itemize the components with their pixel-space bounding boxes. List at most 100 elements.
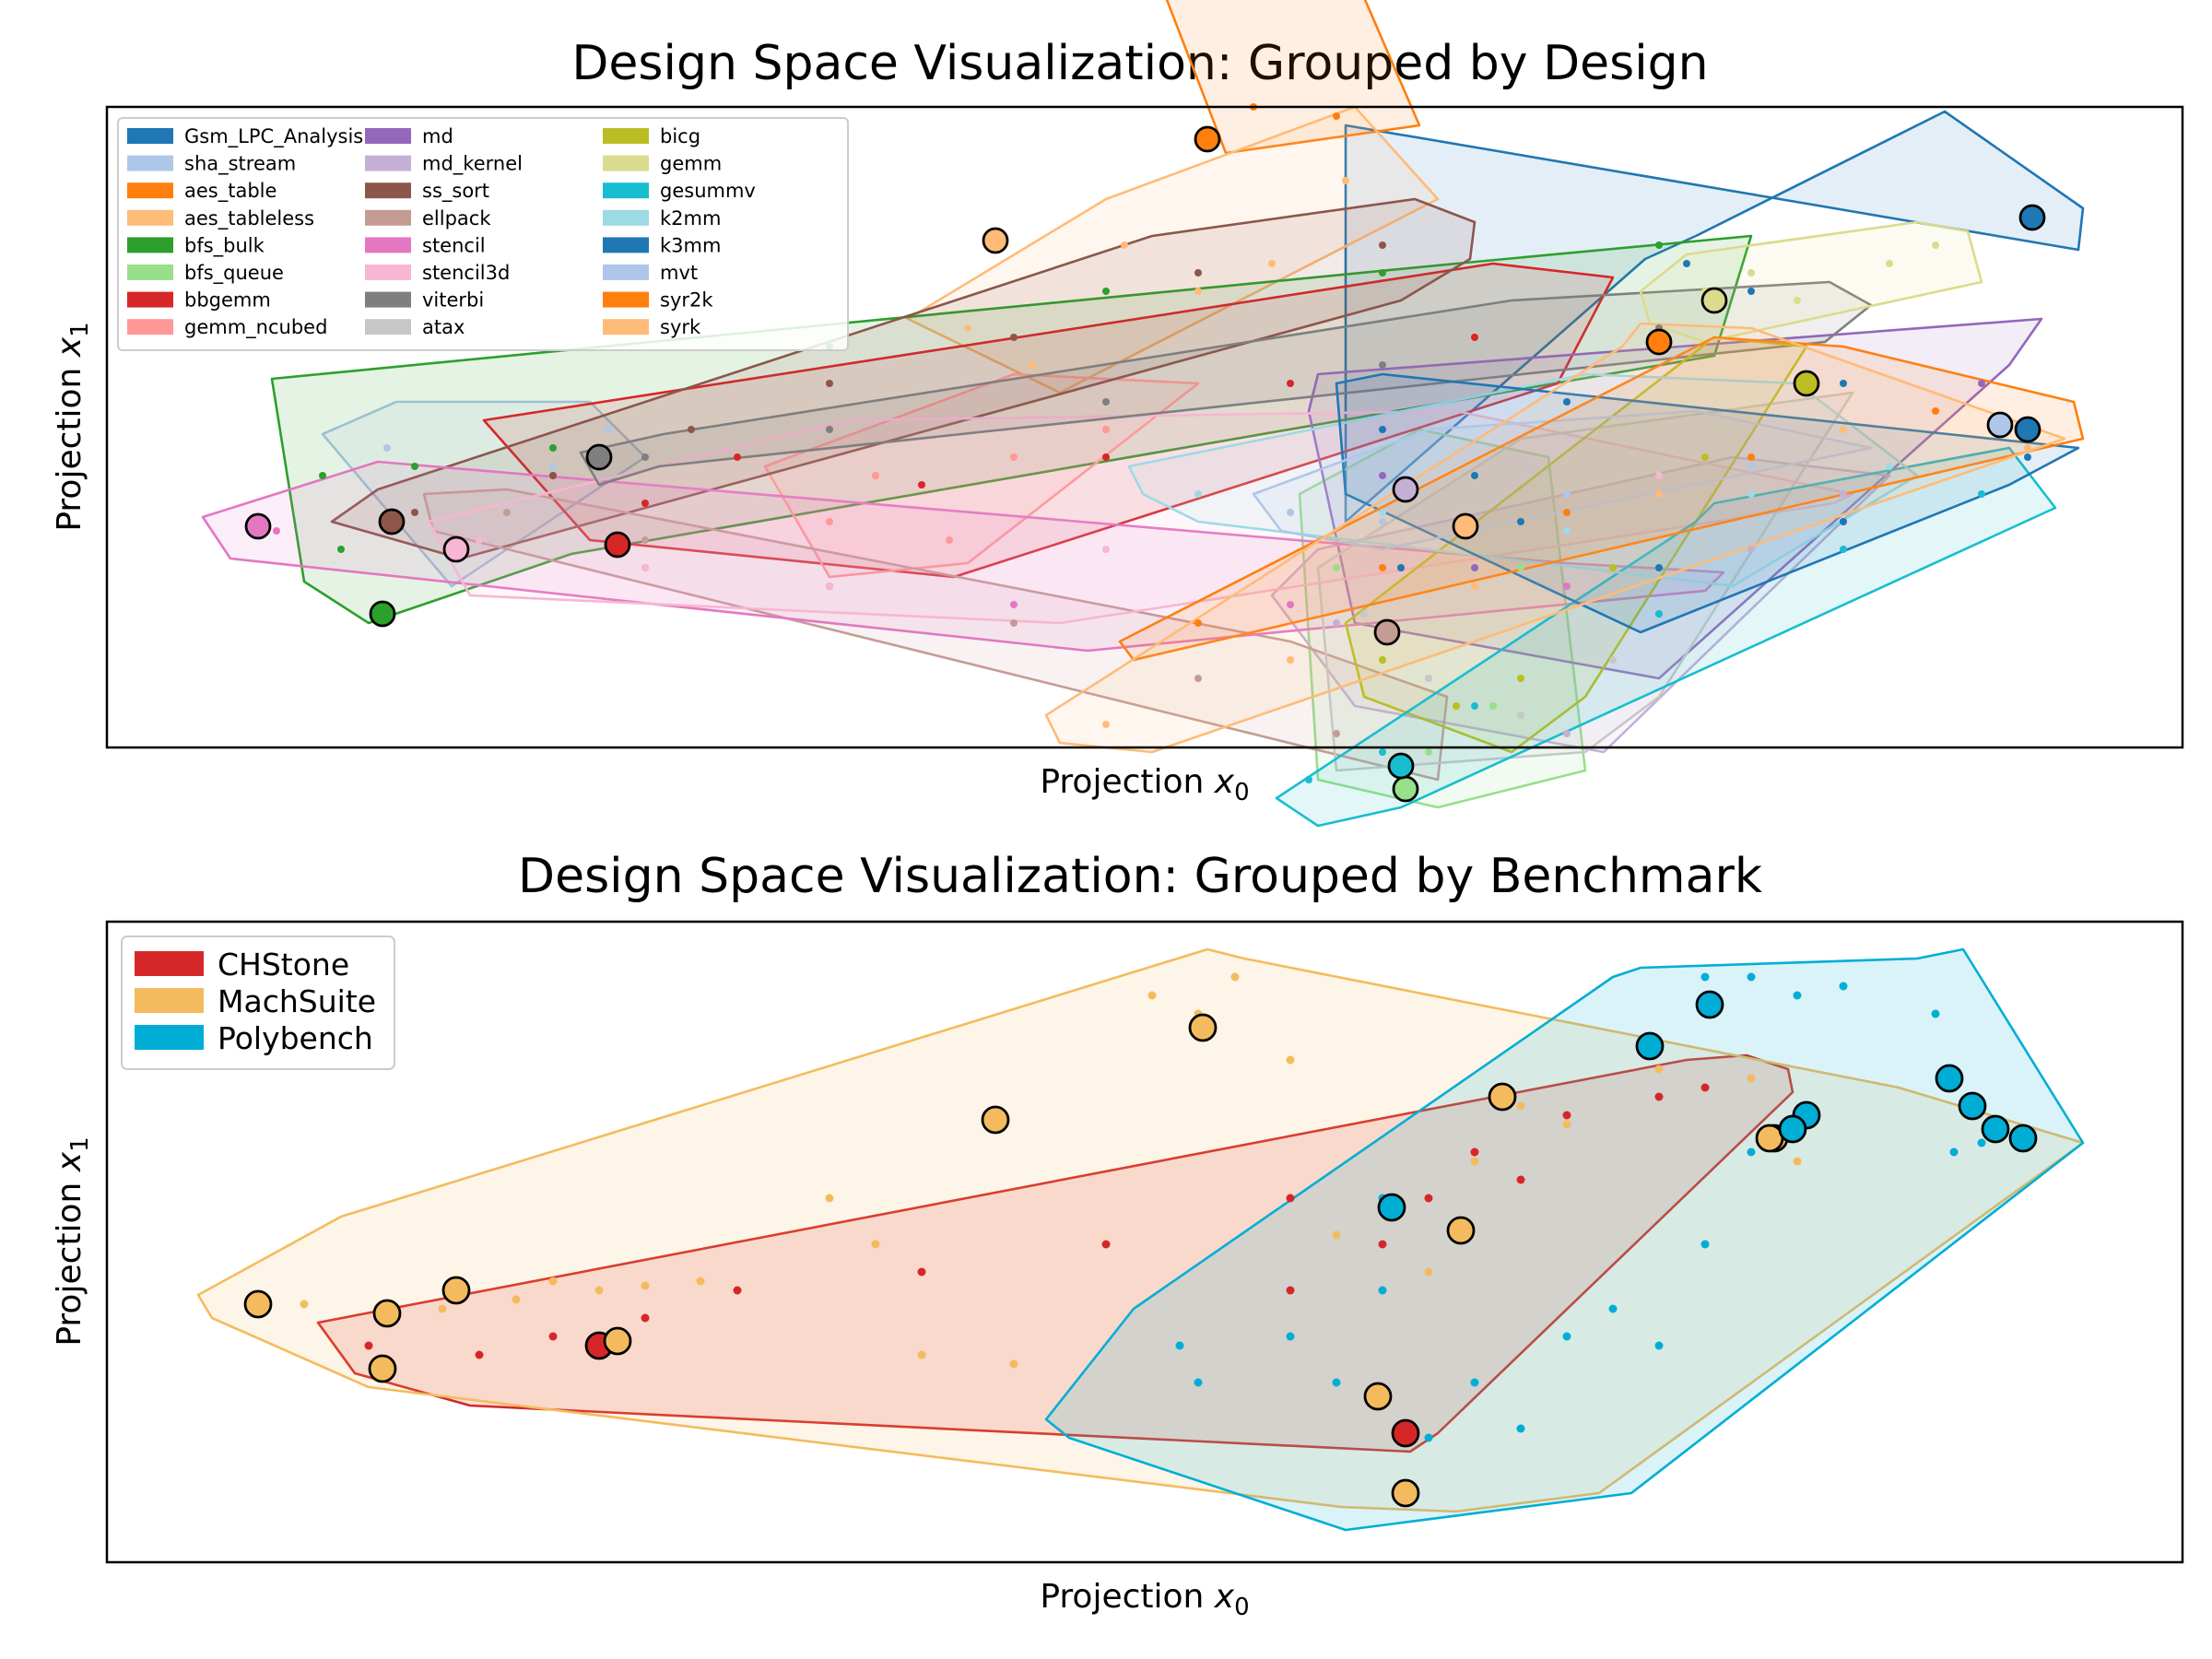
point-aes-tableless (1342, 177, 1349, 184)
point-gesummv (1655, 610, 1663, 618)
legend-label-gemm-ncubed: gemm_ncubed (184, 316, 327, 339)
legend-label-bfs-queue: bfs_queue (184, 262, 284, 285)
highlight-point-polybench (1935, 1064, 1964, 1093)
point-viterbi (1102, 398, 1110, 406)
hull-stencil3d (427, 409, 1854, 625)
legend-swatch-bfs-bulk (127, 237, 173, 253)
point-stencil (273, 527, 280, 535)
point-bbgemm (918, 481, 925, 488)
point-bfs-bulk (549, 444, 557, 452)
point-viterbi (1379, 361, 1386, 369)
point-k2mm (1747, 490, 1755, 498)
point-gemm (1932, 241, 1939, 249)
legend-swatch-polybench (135, 1025, 204, 1050)
point-k2mm (1194, 490, 1202, 498)
highlight-point-aes-table (1194, 125, 1221, 153)
highlight-point-chstone (1391, 1418, 1420, 1448)
point-aes-tableless (1029, 361, 1036, 369)
point-chstone (1101, 1240, 1111, 1249)
point-md (1379, 472, 1386, 479)
legend-swatch-gesummv (603, 182, 649, 199)
point-bicg (1609, 564, 1617, 571)
point-machsuite (1747, 1074, 1756, 1083)
highlight-point-ellpack (1373, 618, 1401, 646)
point-bfs-queue (1333, 564, 1340, 571)
legend-label-machsuite: MachSuite (218, 983, 376, 1019)
legend-label-syr2k: syr2k (660, 289, 713, 312)
legend-label-polybench: Polybench (218, 1020, 373, 1056)
hull-syrk (1044, 322, 2066, 754)
point-chstone (1286, 1286, 1295, 1295)
highlight-point-machsuite (243, 1289, 273, 1319)
point-chstone (1654, 1092, 1664, 1101)
legend-swatch-mvt (603, 265, 649, 280)
point-syr2k (1747, 453, 1755, 461)
point-ellpack (1194, 675, 1202, 682)
point-stencil3d (826, 582, 833, 590)
legend-label-md-kernel: md_kernel (422, 153, 523, 176)
point-polybench (1562, 1332, 1571, 1341)
point-gemm-ncubed (1010, 453, 1018, 461)
legend-label-bicg: bicg (660, 125, 700, 147)
chart-design: Design Space Visualization: Grouped by D… (51, 0, 2184, 828)
point-atax (1360, 610, 1368, 618)
highlight-point-polybench (1958, 1091, 1987, 1121)
hull-ss-sort (330, 197, 1477, 560)
chart-benchmark: Design Space Visualization: Grouped by B… (51, 849, 2184, 1621)
highlight-point-syr2k (1645, 328, 1673, 356)
point-polybench (1839, 982, 1848, 991)
point-syr2k (1379, 564, 1386, 571)
point-polybench (1378, 1286, 1387, 1295)
highlight-point-stencil (244, 512, 272, 540)
point-ss-sort (1010, 334, 1018, 341)
point-machsuite (1793, 1157, 1802, 1166)
legend-label-gsm-lpc-analysis: Gsm_LPC_Analysis (184, 125, 363, 148)
point-md (1471, 564, 1478, 571)
point-machsuite (300, 1300, 309, 1309)
point-bicg (1453, 702, 1460, 710)
point-chstone (733, 1286, 742, 1295)
point-machsuite (438, 1304, 447, 1313)
highlight-point-machsuite (1363, 1382, 1393, 1411)
point-chstone (548, 1332, 558, 1341)
point-bicg (1517, 675, 1524, 682)
legend-label-viterbi: viterbi (422, 289, 484, 312)
highlight-point-mvt (1986, 411, 2014, 439)
legend-swatch-bicg (603, 128, 649, 144)
legend-swatch-viterbi (365, 291, 411, 308)
highlight-point-stencil3d (442, 535, 470, 563)
point-k3mm (1655, 564, 1663, 571)
highlight-point-machsuite (441, 1276, 471, 1305)
legend-swatch-md (365, 128, 411, 144)
legend-swatch-md-kernel (365, 155, 411, 171)
highlight-point-machsuite (1446, 1216, 1476, 1245)
point-polybench (1747, 972, 1756, 982)
point-polybench (1175, 1341, 1184, 1350)
legend-label-sha-stream: sha_stream (184, 153, 296, 176)
point-syrk (1471, 582, 1478, 590)
point-aes-tableless (964, 324, 971, 332)
point-machsuite (1009, 1359, 1018, 1369)
point-polybench (1793, 991, 1802, 1000)
hull-sha-stream (321, 400, 647, 588)
point-md-kernel (1333, 619, 1340, 627)
point-md (1978, 380, 1985, 387)
legend-label-chstone: CHStone (218, 947, 349, 982)
highlight-point-gesummv (1387, 752, 1415, 780)
point-gsm-lpc-analysis (1840, 380, 1847, 387)
point-polybench (1747, 1147, 1756, 1157)
legend-label-gemm: gemm (660, 153, 722, 175)
legend-swatch-ellpack (365, 209, 411, 226)
legend-swatch-machsuite (135, 988, 204, 1013)
point-machsuite (1470, 1157, 1479, 1166)
point-machsuite (512, 1295, 521, 1304)
point-syrk (1655, 490, 1663, 498)
point-chstone (1516, 1175, 1525, 1184)
point-viterbi (826, 426, 833, 433)
point-bfs-queue (1489, 702, 1497, 710)
legend-label-aes-table: aes_table (184, 180, 276, 203)
legend-label-md: md (422, 125, 453, 147)
chart-design-legend: Gsm_LPC_Analysis sha_stream aes_table aes_t… (117, 117, 849, 351)
point-sha-stream (383, 444, 391, 452)
point-syrk (1287, 656, 1294, 664)
